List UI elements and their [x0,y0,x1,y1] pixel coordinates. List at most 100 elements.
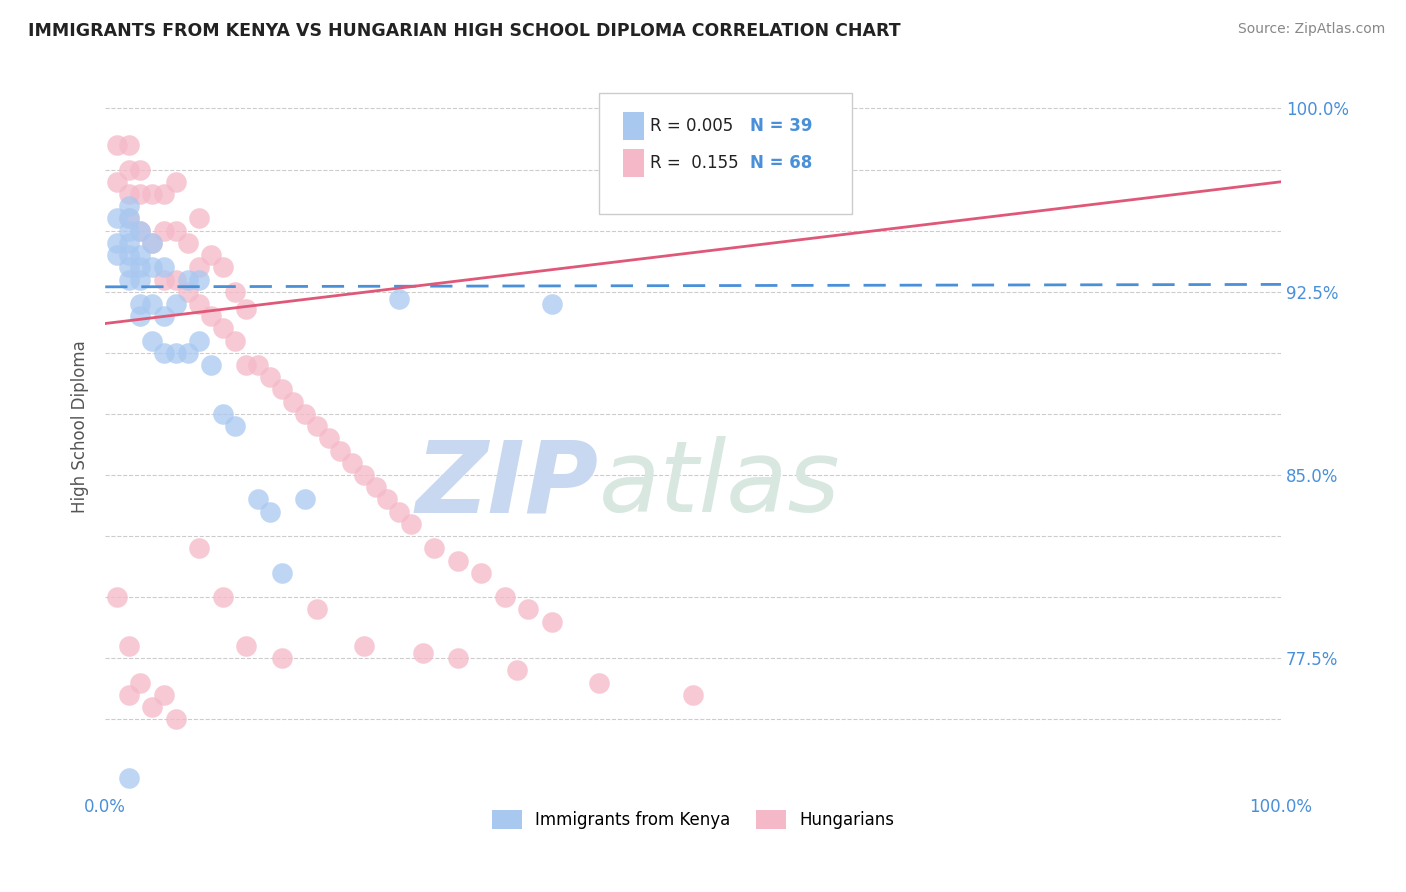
Point [188,541,211,556]
Point [447,651,470,665]
Point [211,407,233,421]
Point [224,285,246,299]
Point [118,224,141,238]
Point [247,358,270,372]
Point [129,224,152,238]
Point [259,505,281,519]
Point [105,138,128,153]
Point [129,675,152,690]
Point [682,688,704,702]
Point [447,553,470,567]
Point [188,272,211,286]
Point [176,346,198,360]
Point [141,260,163,275]
Point [235,639,257,653]
Point [388,292,411,306]
Point [259,370,281,384]
Point [118,186,141,201]
Point [165,297,187,311]
Point [118,688,141,702]
Point [129,309,152,323]
Text: Source: ZipAtlas.com: Source: ZipAtlas.com [1237,22,1385,37]
Bar [623,149,644,177]
Point [153,186,176,201]
Point [165,346,187,360]
FancyBboxPatch shape [599,93,852,213]
Point [200,358,222,372]
Point [353,468,375,483]
Text: N = 39: N = 39 [749,118,813,136]
Point [470,566,492,580]
Point [235,301,257,316]
Point [541,297,564,311]
Point [105,248,128,262]
Point [200,309,222,323]
Point [388,505,411,519]
Point [294,492,316,507]
Point [153,260,176,275]
Point [176,285,198,299]
Text: IMMIGRANTS FROM KENYA VS HUNGARIAN HIGH SCHOOL DIPLOMA CORRELATION CHART: IMMIGRANTS FROM KENYA VS HUNGARIAN HIGH … [28,22,901,40]
Point [329,443,352,458]
Point [176,272,198,286]
Point [188,297,211,311]
Point [294,407,316,421]
Point [283,394,305,409]
Point [118,235,141,250]
Point [118,138,141,153]
Point [270,566,292,580]
Point [118,260,141,275]
Point [270,651,292,665]
Point [118,211,141,226]
Point [541,615,564,629]
Point [494,590,516,604]
Point [129,260,152,275]
Text: R = 0.005: R = 0.005 [650,118,733,136]
Point [506,664,529,678]
Legend: Immigrants from Kenya, Hungarians: Immigrants from Kenya, Hungarians [485,803,901,836]
Point [118,162,141,177]
Text: R =  0.155: R = 0.155 [650,154,738,172]
Point [235,358,257,372]
Point [423,541,446,556]
Point [105,590,128,604]
Point [340,456,363,470]
Point [377,492,399,507]
Point [153,272,176,286]
Point [141,297,163,311]
Point [129,186,152,201]
Point [141,186,163,201]
Point [141,235,163,250]
Point [118,211,141,226]
Point [141,235,163,250]
Point [211,590,233,604]
Point [105,211,128,226]
Point [353,639,375,653]
Point [211,260,233,275]
Point [129,272,152,286]
Point [118,199,141,213]
Point [153,309,176,323]
Y-axis label: High School Diploma: High School Diploma [72,340,89,513]
Point [153,346,176,360]
Point [129,248,152,262]
Point [153,224,176,238]
Point [188,334,211,348]
Point [399,516,422,531]
Point [129,162,152,177]
Point [270,383,292,397]
Point [165,175,187,189]
Point [165,272,187,286]
Point [188,211,211,226]
Point [105,175,128,189]
Point [165,224,187,238]
Point [118,248,141,262]
Point [188,260,211,275]
Point [318,431,340,445]
Point [118,272,141,286]
Point [211,321,233,335]
Point [176,235,198,250]
Point [588,675,610,690]
Point [129,224,152,238]
Point [141,334,163,348]
